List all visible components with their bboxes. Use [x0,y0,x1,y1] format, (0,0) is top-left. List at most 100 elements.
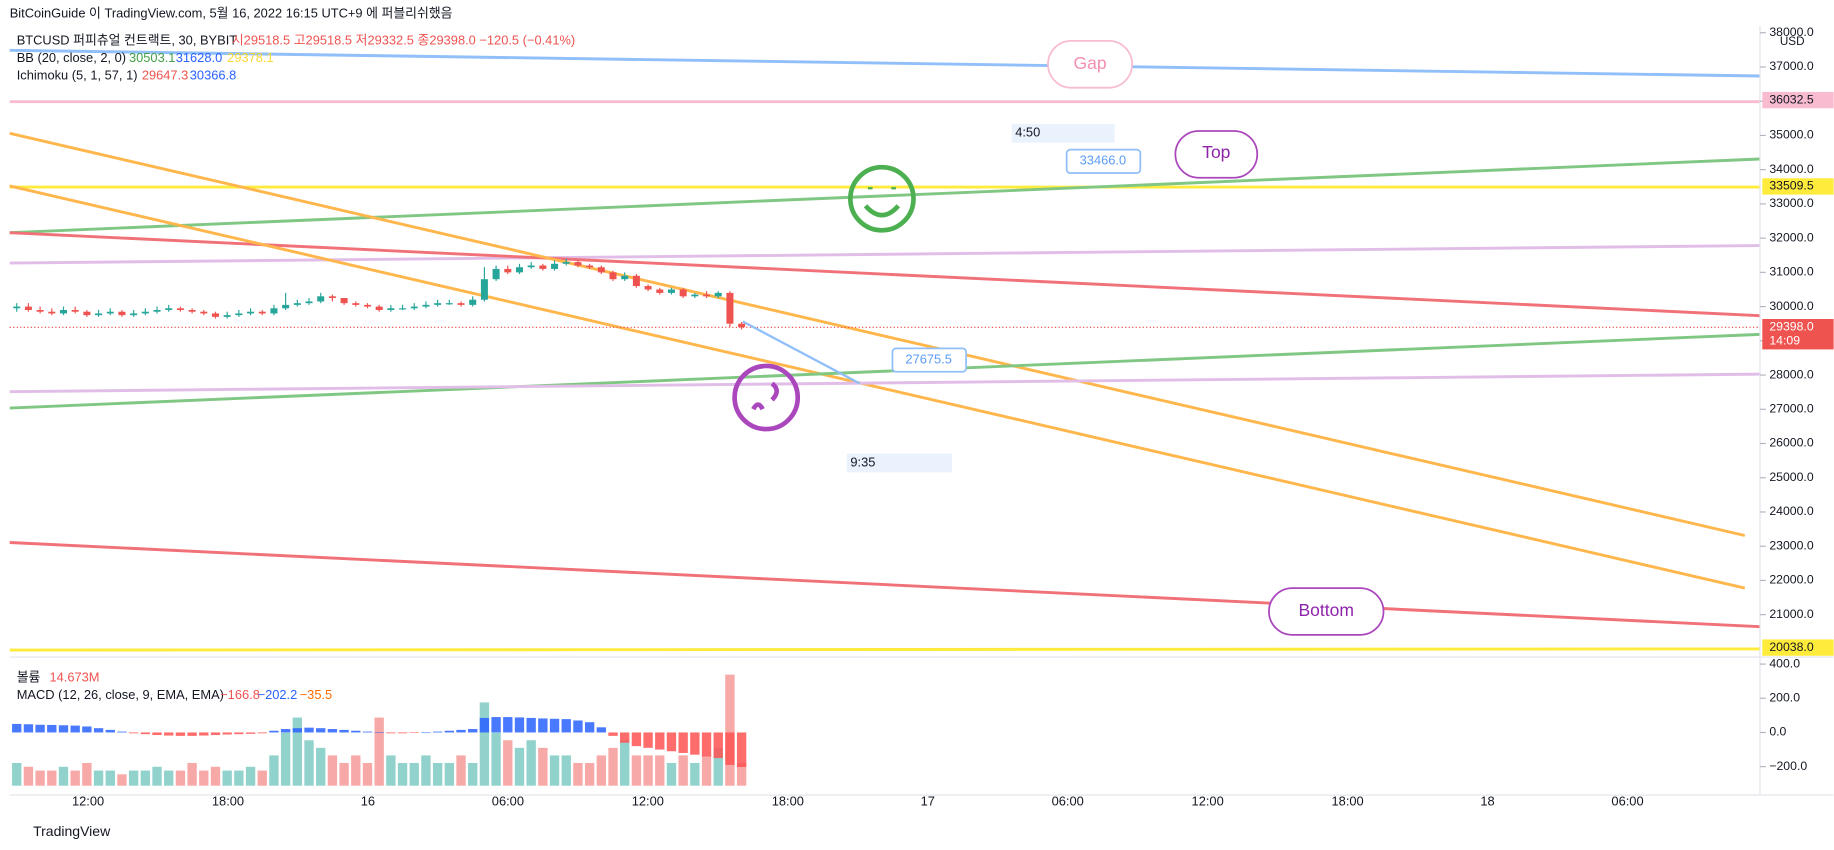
y-tick-label: 35000.0 [1769,128,1814,142]
y-tick-label: 30000.0 [1769,299,1814,313]
macd-bar [140,732,151,735]
volume-bar [210,766,221,786]
volume-bar [643,755,653,786]
volume-bar [503,740,513,786]
x-tick-label: 06:00 [492,793,524,808]
candle-body [703,294,711,297]
volume-bar [690,762,700,786]
macd-bar [538,718,548,733]
macd-bar [351,730,361,733]
macd-bar [47,724,57,733]
candle-body [118,311,126,316]
candle-body [422,304,430,307]
attribution: BitCoinGuide 이 TradingView.com, 5월 16, 2… [10,5,453,20]
candle-body [24,306,32,311]
macd-bar [620,732,630,743]
volume-bar [245,766,256,786]
price-note-label: 33466.0 [1080,153,1126,168]
macd-bar [584,722,595,733]
bottom-label: Bottom [1298,600,1354,620]
macd-bar [397,732,408,734]
trend-line [9,131,1746,537]
macd-bar [690,732,700,755]
price-note-label: 27675.5 [905,352,951,367]
volume-bar [70,770,80,786]
macd-bar [82,726,92,733]
macd-bar [514,717,525,733]
volume-bar [526,740,536,786]
candle-body [106,311,114,314]
trend-line [9,157,1761,235]
volume-bar [93,770,104,786]
macd-bar [678,732,688,753]
volume-bar [280,732,291,786]
candle-body [469,299,477,305]
volume-bar [620,740,630,786]
volume-bar [257,770,267,786]
candle-body [375,306,383,311]
footer: TradingView [33,823,111,839]
macd-bar [725,732,735,765]
macd-bar [549,718,560,733]
y-tick-label: 28000.0 [1769,367,1814,381]
volume-bar [479,702,490,786]
volume-bar [701,755,712,786]
price-tag-label: 20038.0 [1769,640,1814,654]
volume-bar [58,766,69,786]
legend-value: 30366.8 [190,67,236,82]
candle-body [656,289,664,293]
candle-body [492,268,500,280]
volume-bar [117,774,127,786]
candle-body [562,262,570,264]
macd-bar [327,729,338,733]
candle-body [480,279,488,300]
volume-bar [339,762,349,786]
trend-line [9,244,1760,265]
legend-value: 29647.3 [142,67,188,82]
price-note [891,347,967,373]
candle-body [247,311,255,314]
y-tick-label: 38000.0 [1769,25,1814,39]
volume-bar [397,762,408,786]
macd-bar [468,729,478,733]
candle-body [586,265,594,268]
y-tick-label: 24000.0 [1769,504,1814,518]
candle-body [504,268,512,273]
trend-line [9,372,1760,394]
macd-bar [210,732,221,736]
volume-bar [596,755,606,786]
volume-bar [128,770,139,786]
volume-bar [584,762,595,786]
candle-body [13,306,21,309]
volume-bar [713,747,723,786]
volume-bar [655,755,665,786]
candle-body [738,323,746,328]
macd-bar [128,732,139,734]
candle-body [434,303,442,305]
legend-ohlc: 시29518.5 고29518.5 저29332.5 종29398.0 −120… [232,32,575,47]
candle-body [551,263,559,269]
y-tick-label: 25000.0 [1769,470,1814,484]
callout [1047,40,1134,89]
legend-value: −166.8 [220,687,260,702]
x-tick-label: 12:00 [1192,793,1224,808]
macd-bar [374,732,384,734]
macd-bar [409,732,419,734]
candle-body [188,310,196,312]
macd-bar [12,723,22,733]
candle-body [95,313,103,316]
x-tick-label: 12:00 [72,793,104,808]
volume-bar [514,747,525,786]
candle-body [352,303,360,305]
candle-body [153,310,161,312]
candle-body [48,311,56,314]
macd-bar [386,732,396,734]
macd-bar [526,717,536,733]
volume-bar [187,762,197,786]
y-tick-label: 34000.0 [1769,162,1814,176]
trend-line [9,332,1761,410]
macd-bar [93,728,104,733]
candle-body [282,304,290,309]
volume-bar [327,755,338,786]
volume-bar [374,717,384,786]
